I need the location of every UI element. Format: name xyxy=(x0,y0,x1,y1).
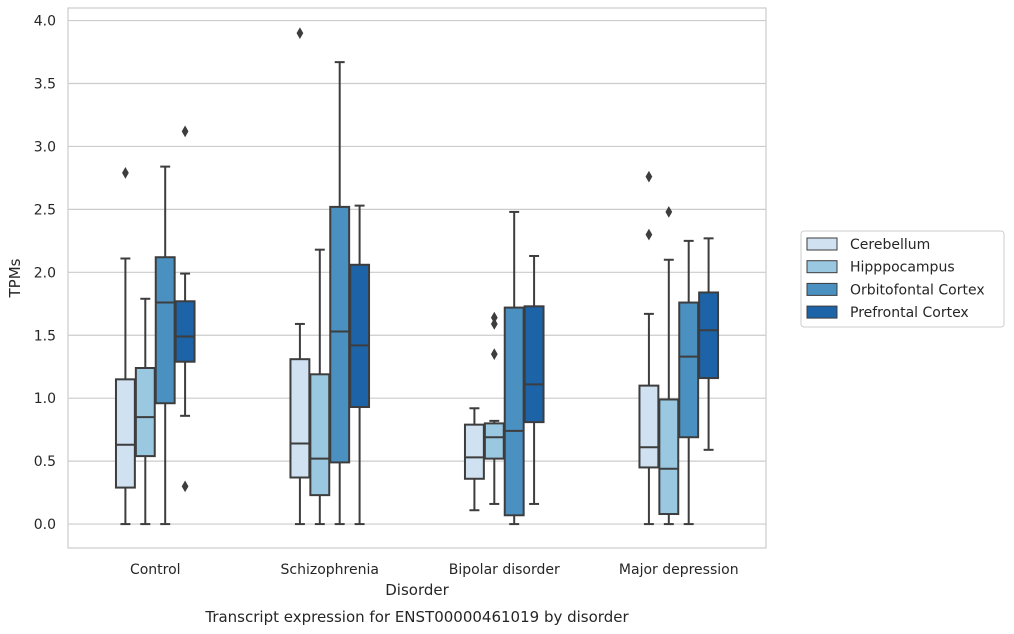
outlier-point xyxy=(665,206,673,218)
box-hipppocampus xyxy=(309,248,331,526)
legend-items: Cerebellum Hipppocampus Orbitofontal Corte… xyxy=(806,237,985,321)
box-cerebellum xyxy=(463,407,485,512)
box-iqr xyxy=(174,300,196,363)
y-tick-label: 0.0 xyxy=(34,517,56,533)
box-orbitofontal-cortex xyxy=(503,210,525,526)
outlier-point xyxy=(296,27,304,40)
legend-frame xyxy=(800,230,1005,328)
legend-label: Prefrontal Cortex xyxy=(850,305,969,321)
legend-swatch xyxy=(806,260,838,274)
legend: Cerebellum Hipppocampus Orbitofontal Corte… xyxy=(800,230,1005,328)
outlier-point xyxy=(490,311,498,324)
box-prefrontal-cortex xyxy=(349,204,371,526)
box-iqr xyxy=(309,373,331,497)
x-tick-label: Control xyxy=(130,562,181,578)
plot-frame xyxy=(67,7,767,549)
x-axis-title: Disorder xyxy=(385,581,449,599)
legend-swatch xyxy=(806,305,838,319)
box-iqr xyxy=(638,384,660,469)
box-iqr xyxy=(503,306,525,517)
legend-label: Orbitofontal Cortex xyxy=(850,282,985,298)
legend-swatch xyxy=(806,237,838,251)
box-iqr xyxy=(483,422,505,460)
outlier-point xyxy=(645,170,653,183)
outlier-point xyxy=(490,348,498,361)
outlier-point xyxy=(181,125,189,138)
box-iqr xyxy=(134,367,156,458)
y-tick-label: 2.5 xyxy=(34,202,56,218)
box-prefrontal-cortex xyxy=(523,254,545,505)
legend-label: Cerebellum xyxy=(850,237,930,253)
box-iqr xyxy=(678,301,700,439)
outlier-point xyxy=(645,228,653,241)
y-tick-label: 3.0 xyxy=(34,139,56,155)
box-cerebellum xyxy=(289,27,311,526)
box-cerebellum xyxy=(638,170,660,526)
y-tick-label: 1.5 xyxy=(34,328,56,344)
box-hipppocampus xyxy=(134,297,156,526)
box-hipppocampus xyxy=(658,206,680,526)
box-cerebellum xyxy=(114,167,136,526)
box-iqr xyxy=(329,205,351,464)
box-iqr xyxy=(523,305,545,424)
x-tick-label: Bipolar disorder xyxy=(449,562,560,578)
y-tick-labels: 0.0 0.5 1.0 1.5 2.0 2.5 3.0 3.5 4.0 xyxy=(34,14,56,533)
outlier-point xyxy=(181,480,189,493)
x-tick-label: Schizophrenia xyxy=(281,562,379,578)
box-hipppocampus xyxy=(483,311,505,505)
y-tick-label: 1.0 xyxy=(34,391,56,407)
y-tick-label: 4.0 xyxy=(34,14,56,30)
box-orbitofontal-cortex xyxy=(154,165,176,526)
box-orbitofontal-cortex xyxy=(329,61,351,526)
y-tick-label: 3.5 xyxy=(34,77,56,93)
box-iqr xyxy=(289,358,311,479)
box-iqr xyxy=(463,423,485,480)
chart-caption: Transcript expression for ENST0000046101… xyxy=(204,608,629,626)
outlier-point xyxy=(122,167,129,179)
legend-label: Hipppocampus xyxy=(850,260,955,276)
box-prefrontal-cortex xyxy=(174,125,196,493)
y-axis-title: TPMs xyxy=(6,258,24,298)
x-tick-labels: Control Schizophrenia Bipolar disorder Majo… xyxy=(130,562,739,578)
boxes xyxy=(114,27,720,526)
box-iqr xyxy=(349,263,371,409)
box-iqr xyxy=(658,398,680,516)
box-prefrontal-cortex xyxy=(698,237,720,451)
y-tick-label: 2.0 xyxy=(34,265,56,281)
outlier-point xyxy=(490,318,498,330)
y-tick-label: 0.5 xyxy=(34,454,56,470)
x-tick-label: Major depression xyxy=(619,562,739,578)
box-iqr xyxy=(698,291,720,380)
box-iqr xyxy=(114,378,136,489)
legend-swatch xyxy=(806,282,838,296)
box-orbitofontal-cortex xyxy=(678,239,700,526)
box-iqr xyxy=(154,256,176,405)
